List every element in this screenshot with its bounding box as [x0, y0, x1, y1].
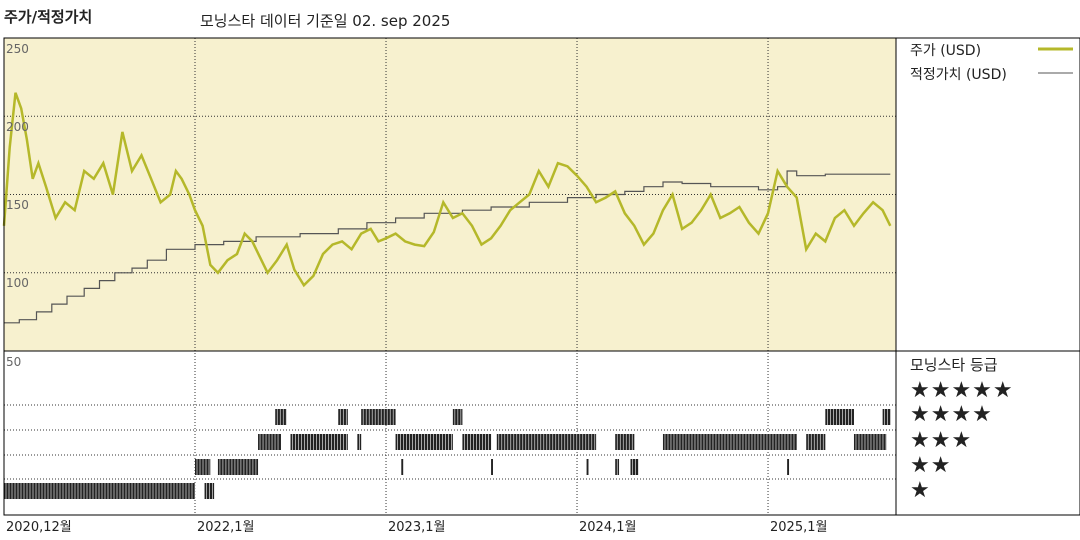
rating-band-4: [275, 409, 287, 425]
rating-band-3: [496, 434, 597, 450]
y-tick-50: 50: [6, 355, 22, 369]
y-tick-200: 200: [6, 120, 29, 134]
plot-frame: [3, 37, 1080, 516]
rating-bands: [4, 409, 891, 499]
price-series-line: [2, 92, 892, 288]
legend-fair-value: 적정가치 (USD): [910, 67, 1007, 83]
rating-row-1: ★: [910, 478, 931, 503]
chart-subtitle: 모닝스타 데이터 기준일 02. sep 2025: [200, 12, 451, 30]
rating-band-2: [401, 459, 404, 475]
rating-band-2: [630, 459, 639, 475]
x-tick-label: 2020,12월: [6, 520, 72, 535]
rating-band-4: [825, 409, 854, 425]
x-tick-label: 2025,1월: [770, 520, 828, 535]
rating-band-3: [806, 434, 826, 450]
upper-plot-background: [4, 38, 896, 351]
rating-row-2: ★★: [910, 453, 952, 478]
rating-band-3: [615, 434, 635, 450]
rating-band-3: [290, 434, 348, 450]
y-tick-150: 150: [6, 198, 29, 212]
rating-row-4: ★★★★: [910, 402, 993, 427]
fair-value-series-line: [4, 170, 891, 324]
rating-band-3: [258, 434, 281, 450]
rating-title: 모닝스타 등급: [910, 356, 998, 374]
rating-band-3: [462, 434, 492, 450]
y-tick-250: 250: [6, 42, 29, 56]
rating-row-5: ★★★★★: [910, 378, 1014, 403]
x-tick-label: 2024,1월: [579, 520, 637, 535]
y-tick-100: 100: [6, 276, 29, 290]
rating-band-4: [882, 409, 891, 425]
legend-price: 주가 (USD): [910, 43, 982, 59]
x-tick-label: 2023,1월: [388, 520, 446, 535]
rating-band-3: [662, 434, 797, 450]
rating-band-3: [395, 434, 453, 450]
rating-band-2: [491, 459, 493, 475]
rating-band-1: [4, 483, 196, 499]
rating-band-2: [586, 459, 589, 475]
rating-band-2: [787, 459, 790, 475]
chart-title: 주가/적정가치: [4, 8, 93, 26]
rating-band-2: [195, 459, 211, 475]
rating-row-3: ★★★: [910, 428, 973, 453]
x-tick-label: 2022,1월: [197, 520, 255, 535]
series-lines: [2, 92, 892, 324]
